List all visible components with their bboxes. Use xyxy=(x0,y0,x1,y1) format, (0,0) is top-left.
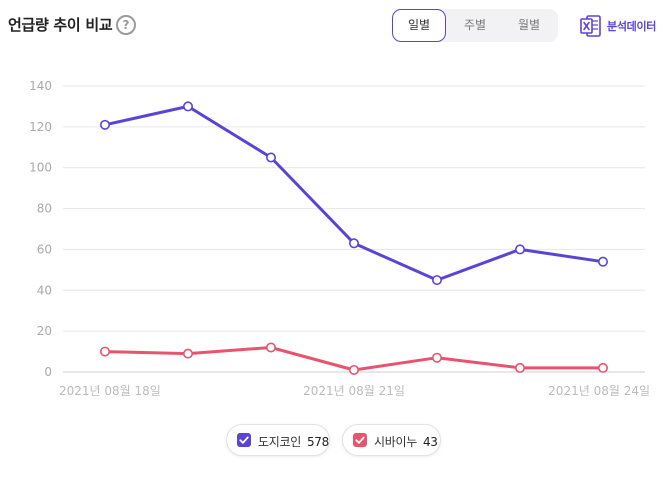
data-point-0[interactable] xyxy=(183,101,194,112)
y-tick-label: 60 xyxy=(37,242,52,256)
legend-label-shibainu: 시바이누 43 xyxy=(374,433,438,450)
legend-checkbox-dogecoin[interactable] xyxy=(237,433,251,447)
line-chart: 0 20 40 60 80 100 120 140 2021년 08월 18일 2021년 08… xyxy=(29,79,650,398)
data-point-1[interactable] xyxy=(431,352,442,363)
data-point-1[interactable] xyxy=(183,348,194,359)
tab-weekly[interactable]: 주별 xyxy=(463,18,487,32)
legend-item-shibainu[interactable]: 시바이누 43 xyxy=(342,424,441,456)
y-tick-label: 80 xyxy=(37,202,52,216)
y-tick-label: 120 xyxy=(29,120,52,134)
legend-count: 43 xyxy=(422,435,438,449)
data-point-1[interactable] xyxy=(265,342,276,353)
page-title: 언급량 추이 비교 xyxy=(8,16,113,34)
data-point-0[interactable] xyxy=(597,256,608,267)
x-tick-label: 2021년 08월 21일 xyxy=(303,384,405,398)
question-circle-icon[interactable]: ? xyxy=(116,15,136,35)
y-tick-label: 100 xyxy=(29,161,52,175)
legend-label-dogecoin: 도지코인 578 xyxy=(258,433,329,450)
y-tick-label: 140 xyxy=(29,79,52,93)
series-line-0 xyxy=(103,104,605,282)
tab-daily[interactable]: 일별 xyxy=(392,9,446,42)
check-icon xyxy=(355,436,365,444)
data-point-0[interactable] xyxy=(100,119,111,130)
check-icon xyxy=(239,436,249,444)
legend-checkbox-shibainu[interactable] xyxy=(353,433,367,447)
data-point-1[interactable] xyxy=(597,362,608,373)
tab-monthly[interactable]: 월별 xyxy=(517,18,541,32)
chart-header: 언급량 추이 비교 ? 일별 주별 월별 분석데이터 xyxy=(0,0,670,52)
data-point-1[interactable] xyxy=(514,362,525,373)
legend-name: 시바이누 xyxy=(374,435,417,449)
y-tick-label: 0 xyxy=(44,365,52,379)
data-point-0[interactable] xyxy=(348,238,359,249)
legend-item-dogecoin[interactable]: 도지코인 578 xyxy=(226,424,330,456)
excel-icon xyxy=(580,15,601,37)
y-tick-label: 20 xyxy=(37,324,52,338)
period-toggle: 일별 주별 월별 xyxy=(392,9,558,42)
x-tick-label: 2021년 08월 24일 xyxy=(548,384,650,398)
data-point-1[interactable] xyxy=(348,364,359,375)
data-point-0[interactable] xyxy=(431,275,442,286)
data-point-0[interactable] xyxy=(265,152,276,163)
y-tick-label: 40 xyxy=(37,283,52,297)
legend-name: 도지코인 xyxy=(258,435,301,449)
analysis-data-label: 분석데이터 xyxy=(607,20,657,33)
x-tick-label: 2021년 08월 18일 xyxy=(59,384,161,398)
data-point-0[interactable] xyxy=(514,244,525,255)
legend-count: 578 xyxy=(306,435,329,449)
data-point-1[interactable] xyxy=(100,346,111,357)
